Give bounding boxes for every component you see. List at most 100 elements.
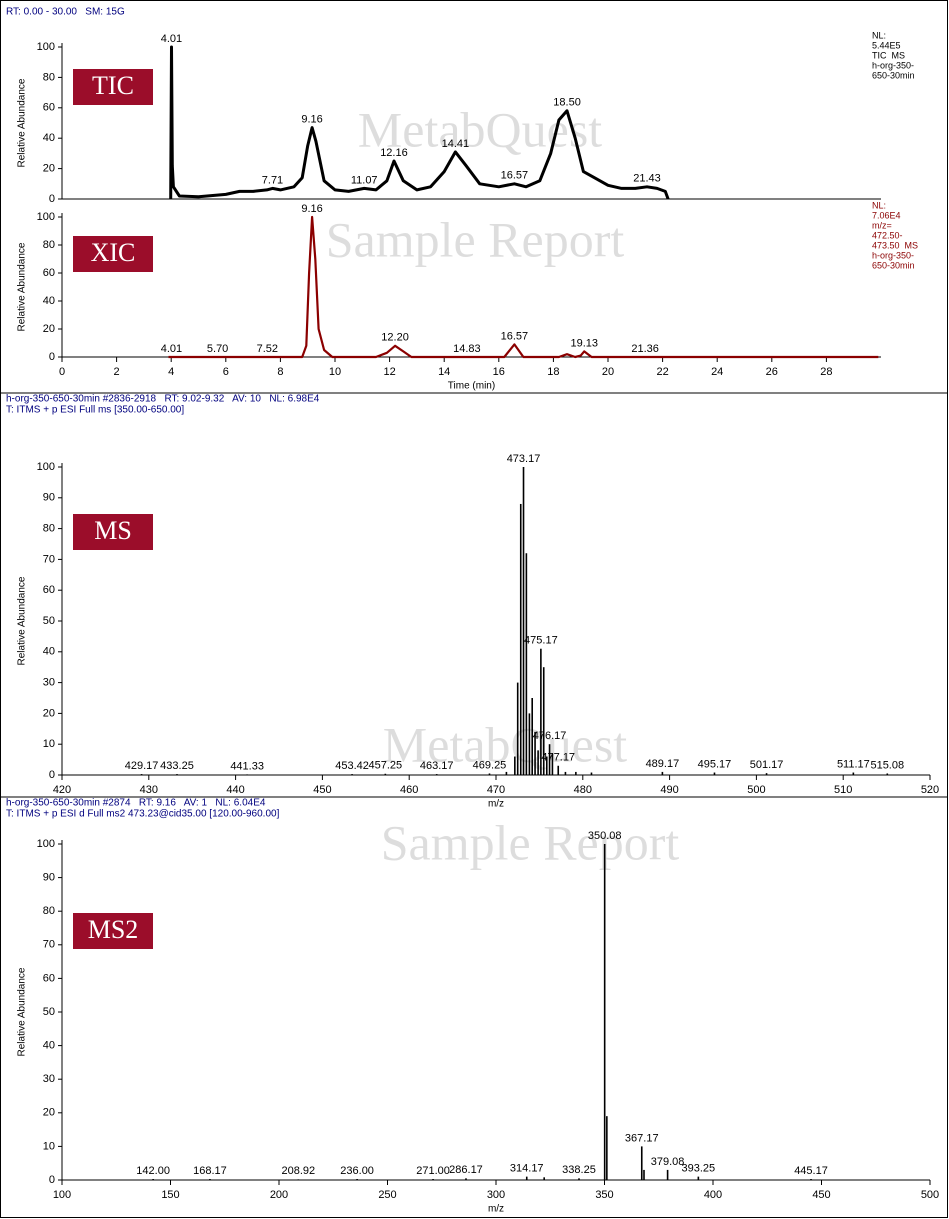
spectrum-peak bbox=[465, 1178, 467, 1180]
spectrum-peak bbox=[661, 771, 664, 775]
normalization-note: NL: bbox=[872, 200, 886, 210]
spectrum-peak bbox=[551, 753, 554, 775]
y-tick-label: 80 bbox=[43, 71, 55, 83]
x-tick-label: 460 bbox=[400, 784, 418, 796]
spectrum-peak bbox=[575, 771, 577, 775]
y-tick-label: 40 bbox=[43, 132, 55, 144]
y-tick-label: 20 bbox=[43, 1107, 55, 1119]
peak-label: 21.36 bbox=[631, 343, 659, 355]
x-tick-label: 16 bbox=[493, 366, 505, 378]
peak-label: 457.25 bbox=[369, 760, 403, 772]
peak-label: 477.17 bbox=[541, 752, 575, 764]
peak-label: 11.07 bbox=[351, 174, 378, 186]
peak-label: 367.17 bbox=[625, 1132, 659, 1144]
trace bbox=[169, 45, 670, 200]
peak-label: 168.17 bbox=[193, 1165, 227, 1177]
spectrum-peak bbox=[522, 467, 525, 775]
y-axis-label: Relative Abundance bbox=[17, 576, 28, 665]
x-tick-label: 400 bbox=[704, 1189, 722, 1201]
peak-label: 286.17 bbox=[449, 1164, 483, 1176]
spectrum-peak bbox=[542, 667, 545, 775]
spectrum-peak bbox=[713, 772, 716, 775]
peak-label: 18.50 bbox=[553, 97, 581, 109]
spectrum-peak bbox=[643, 1169, 645, 1180]
x-tick-label: 14 bbox=[438, 366, 450, 378]
spectrum-peak bbox=[384, 773, 387, 775]
y-tick-label: 0 bbox=[49, 1174, 55, 1186]
peak-label: 4.01 bbox=[161, 33, 182, 45]
peak-label: 501.17 bbox=[750, 759, 784, 771]
spectrum-peak bbox=[564, 771, 567, 775]
x-tick-label: 500 bbox=[921, 1189, 939, 1201]
normalization-note: h-org-350- bbox=[872, 250, 914, 260]
trace-tag-box bbox=[73, 236, 153, 272]
peak-label: 12.20 bbox=[381, 332, 409, 344]
y-tick-label: 0 bbox=[49, 769, 55, 781]
y-tick-label: 70 bbox=[43, 553, 55, 565]
x-axis-label: Time (min) bbox=[448, 381, 495, 392]
y-tick-label: 100 bbox=[37, 41, 55, 53]
y-tick-label: 0 bbox=[49, 351, 55, 363]
x-tick-label: 420 bbox=[53, 784, 71, 796]
spectrum-peak bbox=[152, 1178, 154, 1180]
y-tick-label: 50 bbox=[43, 1006, 55, 1018]
spectrum-peak bbox=[297, 1179, 300, 1180]
peak-label: 7.52 bbox=[257, 343, 278, 355]
spectrum-peak bbox=[545, 756, 548, 775]
spectrum-peak bbox=[209, 1178, 211, 1180]
x-tick-label: 200 bbox=[270, 1189, 288, 1201]
y-tick-label: 10 bbox=[43, 738, 55, 750]
peak-label: 314.17 bbox=[510, 1163, 544, 1175]
peak-label: 16.57 bbox=[501, 170, 529, 182]
x-tick-label: 150 bbox=[161, 1189, 179, 1201]
peak-label: 495.17 bbox=[698, 758, 732, 770]
normalization-note: NL: bbox=[872, 30, 886, 40]
normalization-note: h-org-350- bbox=[872, 60, 914, 70]
y-tick-label: 10 bbox=[43, 1140, 55, 1152]
peak-label: 463.17 bbox=[420, 760, 454, 772]
spectrum-peak bbox=[666, 1169, 669, 1180]
spectrum-peak bbox=[525, 553, 528, 775]
peak-label: 429.17 bbox=[125, 760, 159, 772]
x-tick-label: 450 bbox=[812, 1189, 830, 1201]
spectrum-peak bbox=[537, 750, 539, 775]
peak-label: 19.13 bbox=[570, 337, 598, 349]
watermark: MetabQuest bbox=[358, 101, 602, 157]
peak-label: 208.92 bbox=[282, 1165, 316, 1177]
spectrum-peak bbox=[519, 503, 522, 775]
peak-label: 236.00 bbox=[340, 1165, 374, 1177]
peak-label: 489.17 bbox=[646, 758, 680, 770]
spectrum-peak bbox=[488, 773, 491, 775]
normalization-note: m/z= bbox=[872, 220, 892, 230]
normalization-note: 7.06E4 bbox=[872, 210, 901, 220]
x-tick-label: 450 bbox=[313, 784, 331, 796]
x-tick-label: 250 bbox=[378, 1189, 396, 1201]
y-tick-label: 20 bbox=[43, 163, 55, 175]
x-axis-label: m/z bbox=[488, 1204, 504, 1215]
y-tick-label: 60 bbox=[43, 102, 55, 114]
y-tick-label: 60 bbox=[43, 972, 55, 984]
trace-tag-box bbox=[73, 514, 153, 550]
spectrum-peak bbox=[548, 744, 551, 775]
y-tick-label: 20 bbox=[43, 323, 55, 335]
peak-label: 9.16 bbox=[301, 113, 322, 125]
peak-label: 14.83 bbox=[453, 343, 481, 355]
trace-tag: TIC bbox=[92, 71, 134, 100]
spectrum-peak bbox=[557, 765, 560, 775]
y-tick-label: 0 bbox=[49, 193, 55, 205]
x-tick-label: 300 bbox=[487, 1189, 505, 1201]
spectrum-peak bbox=[765, 773, 768, 775]
panel-header: T: ITMS + p ESI Full ms [350.00-650.00] bbox=[6, 405, 184, 416]
peak-label: 475.17 bbox=[524, 635, 558, 647]
spectrum-peak bbox=[697, 1176, 700, 1180]
spectrum-peak bbox=[505, 771, 508, 775]
peak-label: 473.17 bbox=[507, 453, 541, 465]
x-tick-label: 440 bbox=[226, 784, 244, 796]
spectrum-peak bbox=[351, 774, 353, 775]
peak-label: 14.41 bbox=[442, 138, 470, 150]
spectrum-peak bbox=[531, 698, 533, 775]
spectrum-peak bbox=[246, 774, 248, 775]
spectrum-peak bbox=[516, 682, 519, 775]
